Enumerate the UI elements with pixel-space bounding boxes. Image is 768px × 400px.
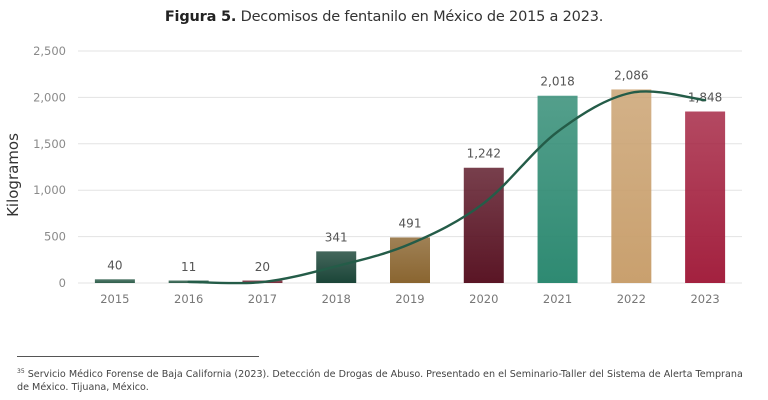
bar-chart: 0 500 1,000 1,500 2,000 2,500 Kilogramos 40 11…	[4, 44, 742, 306]
bar-2015	[94, 279, 135, 283]
x-tick-label: 2023	[690, 292, 719, 306]
y-axis-label: Kilogramos	[4, 133, 22, 217]
x-tick-label: 2019	[395, 292, 424, 306]
x-tick-label: 2016	[174, 292, 203, 306]
y-tick-label: 500	[44, 230, 66, 244]
bar-2020	[463, 167, 504, 283]
bar-2023	[685, 111, 726, 283]
value-label: 11	[181, 260, 196, 274]
x-tick-label: 2018	[322, 292, 351, 306]
x-tick-label: 2020	[469, 292, 498, 306]
y-tick-label: 1,500	[33, 137, 66, 151]
value-label: 20	[255, 260, 270, 274]
x-tick-label: 2021	[543, 292, 572, 306]
y-tick-label: 2,500	[33, 44, 66, 58]
x-tick-labels: 2015 2016 2017 2018 2019 2020 2021 2022 2023	[100, 292, 720, 306]
value-label: 2,018	[540, 75, 574, 89]
footnote-marker: 35	[17, 368, 25, 375]
y-tick-label: 2,000	[33, 90, 66, 104]
value-label: 2,086	[614, 68, 648, 82]
x-tick-label: 2017	[248, 292, 277, 306]
value-label: 40	[107, 258, 122, 272]
value-label: 491	[399, 216, 422, 230]
x-tick-label: 2015	[100, 292, 129, 306]
figure-label: Figura 5.	[164, 9, 237, 25]
footnote-text: Servicio Médico Forense de Baja Californ…	[17, 369, 743, 393]
y-tick-label: 0	[59, 276, 66, 290]
y-tick-labels: 0 500 1,000 1,500 2,000 2,500	[33, 44, 66, 290]
bar-2022	[611, 89, 652, 284]
y-tick-label: 1,000	[33, 183, 66, 197]
x-tick-label: 2022	[617, 292, 646, 306]
bars	[94, 89, 726, 284]
footnote: 35 Servicio Médico Forense de Baja Calif…	[17, 366, 757, 394]
trend-line	[187, 90, 707, 285]
value-label: 1,242	[467, 147, 501, 161]
value-labels: 40 11 20 341 491 1,242 2,018 2,086 1,848	[107, 68, 722, 274]
bar-2021	[537, 95, 578, 283]
figure-caption: Decomisos de fentanilo en México de 2015…	[240, 9, 604, 25]
footnote-divider	[17, 356, 259, 357]
value-label: 341	[325, 230, 348, 244]
figure-title: Figura 5. Decomisos de fentanilo en Méxi…	[0, 9, 768, 25]
value-label: 1,848	[688, 91, 722, 105]
